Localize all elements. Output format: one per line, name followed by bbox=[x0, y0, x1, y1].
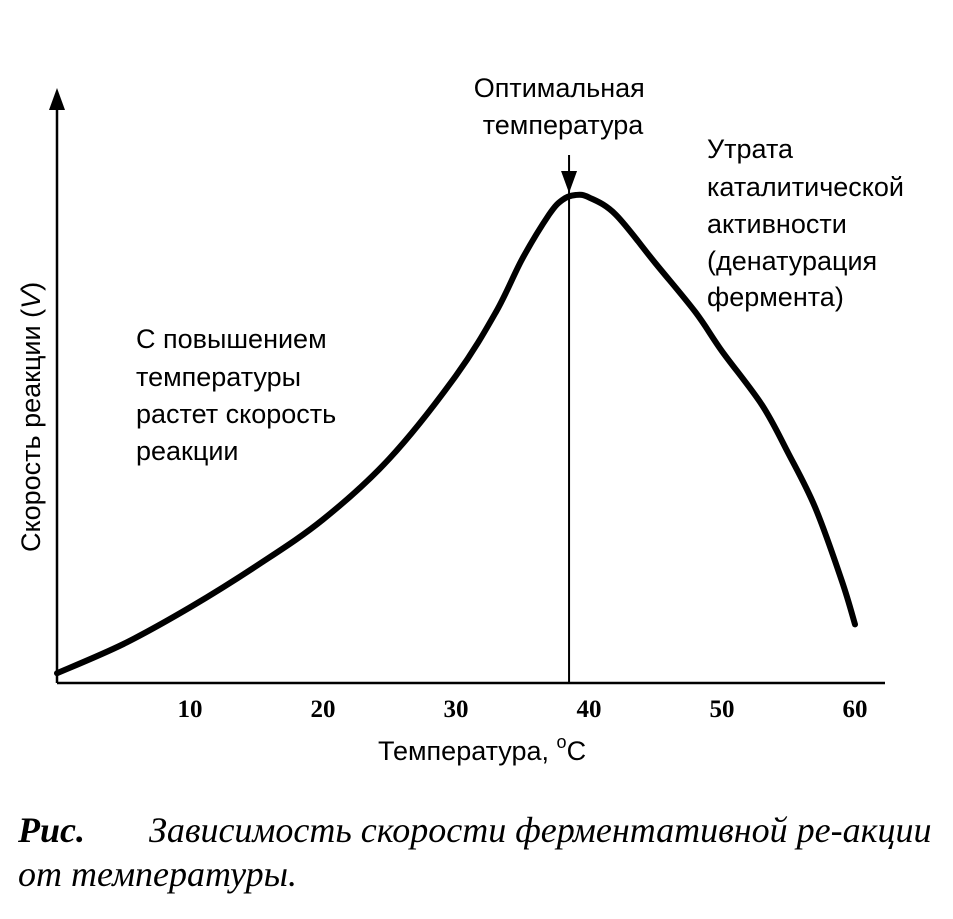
figure-caption: Рис. Зависимость скорости ферментативной … bbox=[18, 808, 938, 896]
x-tick-label: 30 bbox=[444, 696, 469, 723]
y-axis-label-close: ) bbox=[16, 282, 46, 291]
annotation-rising-line-3: растет скорость bbox=[136, 399, 336, 429]
x-tick-label: 20 bbox=[311, 696, 336, 723]
annotation-falling-line-5: фермента) bbox=[707, 282, 844, 312]
figure-caption-text: Зависимость скорости ферментативной ре-а… bbox=[18, 810, 932, 894]
x-axis-label-unit: C bbox=[567, 736, 587, 766]
annotation-optimum-line-1: Оптимальная bbox=[474, 73, 645, 103]
x-tick-label: 60 bbox=[843, 696, 868, 723]
annotation-falling-line-3: активности bbox=[707, 209, 847, 239]
chart: 10 20 30 40 50 60 Скорость реакции (V) Темпер… bbox=[16, 73, 912, 766]
y-axis-label-var: V bbox=[16, 288, 46, 309]
y-axis-label: Скорость реакции (V) bbox=[16, 282, 46, 552]
y-axis-label-text: Скорость реакции ( bbox=[16, 309, 46, 552]
x-axis-label-degree: o bbox=[557, 732, 567, 752]
x-tick-label: 10 bbox=[178, 696, 203, 723]
x-tick-label: 40 bbox=[577, 696, 602, 723]
annotation-falling-line-1: Утрата bbox=[707, 134, 794, 164]
annotation-rising: С повышением температуры растет скорость… bbox=[136, 324, 344, 466]
annotation-optimum-line-2: температура bbox=[483, 110, 645, 140]
x-tick-label: 50 bbox=[710, 696, 735, 723]
annotation-falling-line-4: (денатурация bbox=[707, 246, 877, 276]
optimum-arrow bbox=[561, 171, 578, 193]
x-ticks: 10 20 30 40 50 60 bbox=[178, 696, 868, 723]
figure-caption-label: Рис. bbox=[18, 810, 85, 850]
x-axis-label-text: Температура, bbox=[378, 736, 557, 766]
annotation-falling: Утрата каталитической активности (денату… bbox=[707, 134, 912, 312]
y-axis bbox=[49, 88, 65, 683]
series-line bbox=[54, 191, 858, 677]
optimum-marker bbox=[561, 155, 578, 683]
y-axis-arrow bbox=[49, 88, 65, 110]
x-axis-label: Температура, oC bbox=[378, 732, 586, 766]
annotation-optimum: Оптимальная температура bbox=[474, 73, 653, 140]
annotation-rising-line-2: температуры bbox=[136, 362, 301, 392]
annotation-rising-line-4: реакции bbox=[136, 436, 239, 466]
annotation-falling-line-2: каталитической bbox=[707, 172, 904, 202]
annotation-rising-line-1: С повышением bbox=[136, 324, 327, 354]
